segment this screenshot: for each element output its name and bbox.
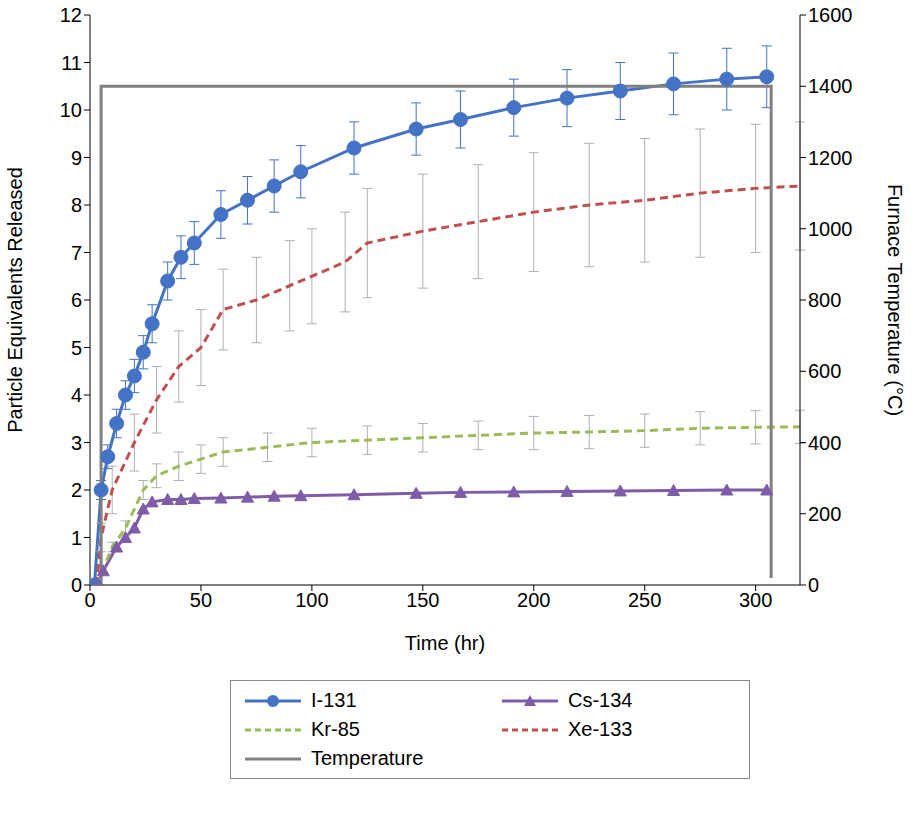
- html-text:Cs-134: Cs-134: [568, 689, 633, 711]
- svg-text:1000: 1000: [808, 218, 853, 240]
- svg-text:1400: 1400: [808, 75, 853, 97]
- svg-text:0: 0: [71, 574, 82, 596]
- svg-text:2: 2: [71, 479, 82, 501]
- svg-text:11: 11: [61, 52, 82, 74]
- svg-text:6: 6: [71, 289, 82, 311]
- svg-text:300: 300: [739, 589, 772, 611]
- svg-text:Particle Equivalents Released: Particle Equivalents Released: [4, 167, 26, 433]
- svg-text:400: 400: [808, 432, 841, 454]
- svg-text:7: 7: [71, 242, 82, 264]
- html-text:Temperature: Temperature: [311, 747, 424, 769]
- svg-text:1600: 1600: [808, 4, 853, 26]
- svg-text:Time (hr): Time (hr): [405, 632, 485, 654]
- svg-text:3: 3: [71, 432, 82, 454]
- svg-text:4: 4: [71, 384, 82, 406]
- svg-text:0: 0: [808, 574, 819, 596]
- svg-text:100: 100: [295, 589, 328, 611]
- html-text:Xe-133: Xe-133: [568, 718, 633, 740]
- svg-text:8: 8: [71, 194, 82, 216]
- svg-text:800: 800: [808, 289, 841, 311]
- svg-text:200: 200: [517, 589, 550, 611]
- svg-text:Furnace Temperature (°C): Furnace Temperature (°C): [884, 184, 906, 416]
- svg-text:9: 9: [71, 147, 82, 169]
- svg-text:150: 150: [406, 589, 439, 611]
- svg-text:10: 10: [60, 99, 82, 121]
- svg-text:5: 5: [71, 337, 82, 359]
- svg-text:12: 12: [60, 4, 82, 26]
- html-text:Kr-85: Kr-85: [311, 718, 360, 740]
- svg-text:1200: 1200: [808, 147, 853, 169]
- svg-text:0: 0: [84, 589, 95, 611]
- svg-text:50: 50: [190, 589, 212, 611]
- svg-text:250: 250: [628, 589, 661, 611]
- html-text:I-131: I-131: [311, 689, 357, 711]
- svg-text:200: 200: [808, 503, 841, 525]
- svg-text:600: 600: [808, 360, 841, 382]
- svg-text:1: 1: [71, 527, 82, 549]
